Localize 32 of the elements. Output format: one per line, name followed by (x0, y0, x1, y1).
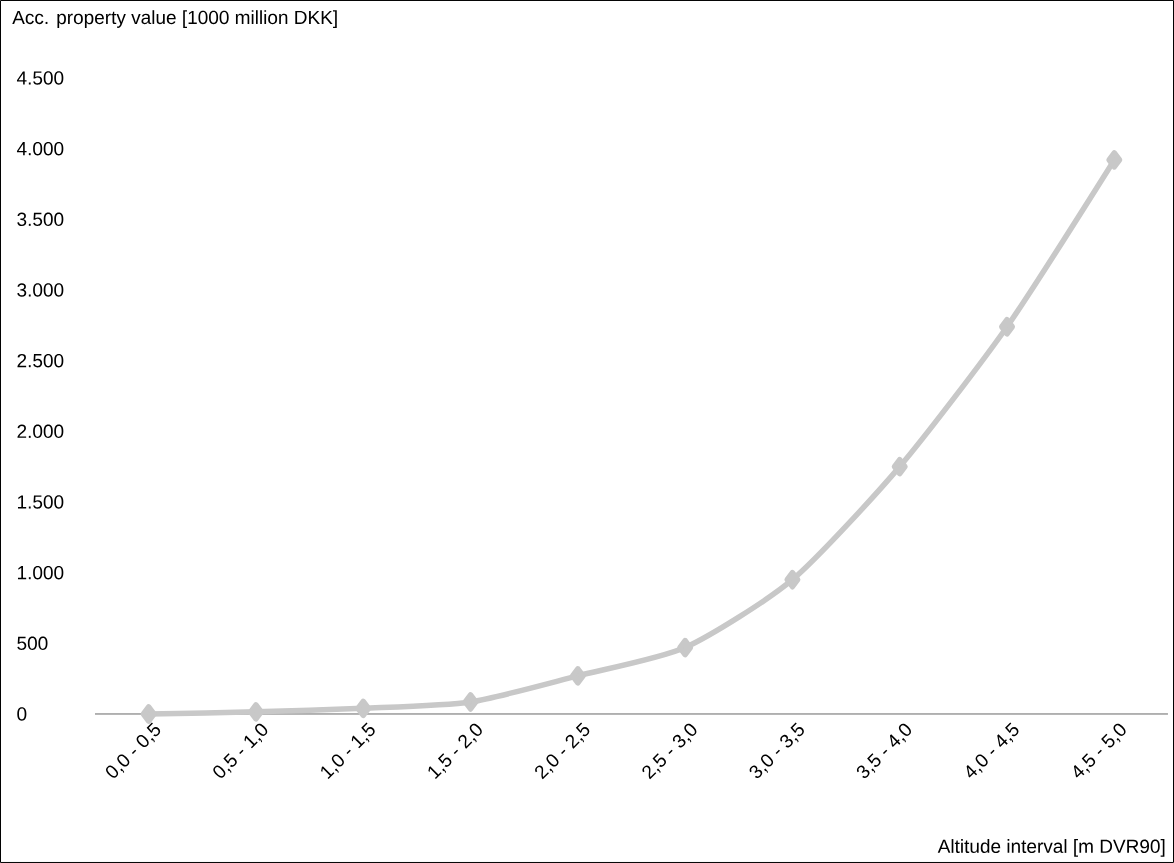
y-tick-label: 3.000 (17, 283, 64, 297)
point (1106, 150, 1123, 170)
y-tick-label: 2.500 (17, 353, 64, 368)
y-tick-label: 4.500 (16, 71, 64, 85)
point (247, 702, 264, 722)
x-tick-label: 4,0 - 4,5 (966, 722, 1019, 778)
point (355, 698, 372, 719)
point (140, 704, 157, 724)
x-tick-label: 2,0 - 2,5 (535, 722, 590, 780)
y-axis-title: Acc. property value [1000 million DKK] (12, 10, 337, 28)
point (784, 569, 801, 590)
x-axis-title: Altitude interval [m DVR90] (937, 839, 1165, 857)
x-tick-label: 3,0 - 3,5 (749, 722, 804, 779)
y-tick-label: 0 (17, 707, 27, 721)
x-tick-label: 0,5 - 1,0 (213, 723, 268, 778)
y-tick-label: 1.000 (17, 565, 64, 580)
x-tick-label: 1,5 - 2,0 (428, 723, 482, 779)
point (569, 666, 586, 686)
y-tick-label: 4.000 (16, 141, 64, 156)
y-tick-label: 1.500 (17, 495, 64, 509)
x-tick-label: 0,0 - 0,5 (106, 722, 161, 778)
y-tick-label: 2.000 (17, 424, 64, 439)
x-tick-label: 4,5 - 5,0 (1073, 723, 1126, 778)
y-tick-label: 3.500 (17, 212, 64, 227)
point (462, 692, 479, 712)
x-tick-label: 3,5 - 4,0 (856, 723, 911, 779)
point (999, 316, 1016, 337)
x-tick-label: 2,5 - 3,0 (642, 723, 697, 780)
point (677, 637, 694, 658)
point (891, 456, 908, 477)
x-tick-label: 1,0 - 1,5 (321, 722, 375, 779)
y-tick-label: 500 (17, 636, 48, 651)
